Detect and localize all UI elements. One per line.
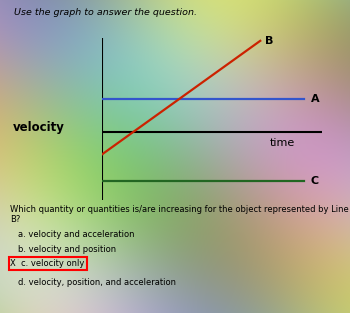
Text: a. velocity and acceleration: a. velocity and acceleration (18, 230, 134, 239)
Text: A: A (311, 95, 320, 105)
Text: velocity: velocity (13, 121, 64, 134)
Text: Which quantity or quantities is/are increasing for the object represented by Lin: Which quantity or quantities is/are incr… (10, 205, 349, 224)
Text: X  c. velocity only: X c. velocity only (10, 259, 85, 268)
Text: B: B (265, 36, 273, 46)
Text: d. velocity, position, and acceleration: d. velocity, position, and acceleration (18, 278, 175, 287)
Text: C: C (311, 176, 319, 186)
Text: b. velocity and position: b. velocity and position (18, 245, 116, 254)
Text: Use the graph to answer the question.: Use the graph to answer the question. (14, 8, 197, 17)
Text: time: time (270, 138, 295, 148)
